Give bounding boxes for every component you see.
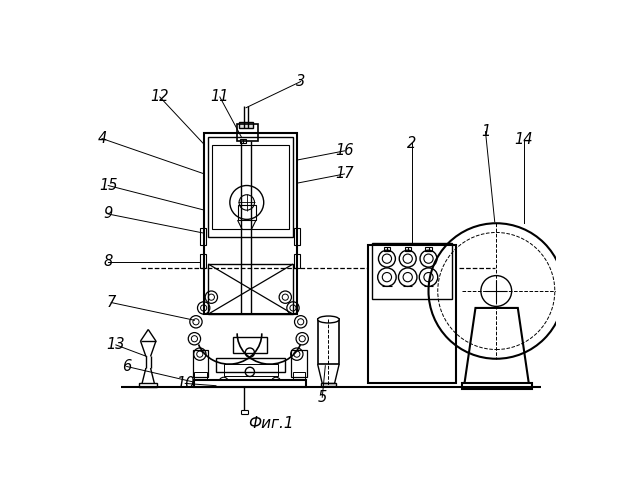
Bar xyxy=(239,122,253,128)
Text: 16: 16 xyxy=(335,144,354,158)
Text: Фиг.1: Фиг.1 xyxy=(249,416,294,431)
Bar xyxy=(292,350,307,377)
Bar xyxy=(321,382,336,386)
Bar xyxy=(237,124,258,141)
Text: 4: 4 xyxy=(97,131,106,146)
Bar xyxy=(462,384,532,389)
Text: 9: 9 xyxy=(103,206,113,222)
Bar xyxy=(223,364,277,376)
Bar xyxy=(318,320,339,364)
Bar xyxy=(384,247,390,251)
Bar xyxy=(193,350,208,377)
Text: 15: 15 xyxy=(99,178,118,193)
Bar xyxy=(371,244,452,298)
Text: 11: 11 xyxy=(210,90,229,104)
Text: 2: 2 xyxy=(407,136,416,150)
Bar xyxy=(238,205,256,220)
Bar xyxy=(200,254,206,268)
Text: 14: 14 xyxy=(515,132,533,147)
Bar xyxy=(194,372,207,380)
Bar xyxy=(200,228,206,245)
Text: 12: 12 xyxy=(150,90,169,104)
Bar xyxy=(208,264,293,314)
Text: 5: 5 xyxy=(318,390,327,405)
Text: 10: 10 xyxy=(176,376,194,391)
Bar xyxy=(368,245,456,384)
Bar xyxy=(233,337,267,352)
Text: 1: 1 xyxy=(481,124,490,139)
Bar xyxy=(208,137,293,237)
Bar xyxy=(405,247,411,251)
Bar xyxy=(294,254,300,268)
Text: 13: 13 xyxy=(106,338,125,352)
Bar xyxy=(293,372,305,380)
Text: 17: 17 xyxy=(335,166,354,182)
Bar xyxy=(294,228,300,245)
Bar xyxy=(194,380,306,387)
Text: 8: 8 xyxy=(103,254,113,269)
Text: 3: 3 xyxy=(296,74,305,89)
Bar xyxy=(212,144,289,230)
Bar xyxy=(216,358,285,372)
Bar xyxy=(425,247,431,251)
Text: 7: 7 xyxy=(106,295,116,310)
Ellipse shape xyxy=(318,316,339,323)
Bar xyxy=(204,133,297,314)
Bar xyxy=(139,384,157,387)
Bar xyxy=(240,138,246,143)
Text: 6: 6 xyxy=(122,359,131,374)
